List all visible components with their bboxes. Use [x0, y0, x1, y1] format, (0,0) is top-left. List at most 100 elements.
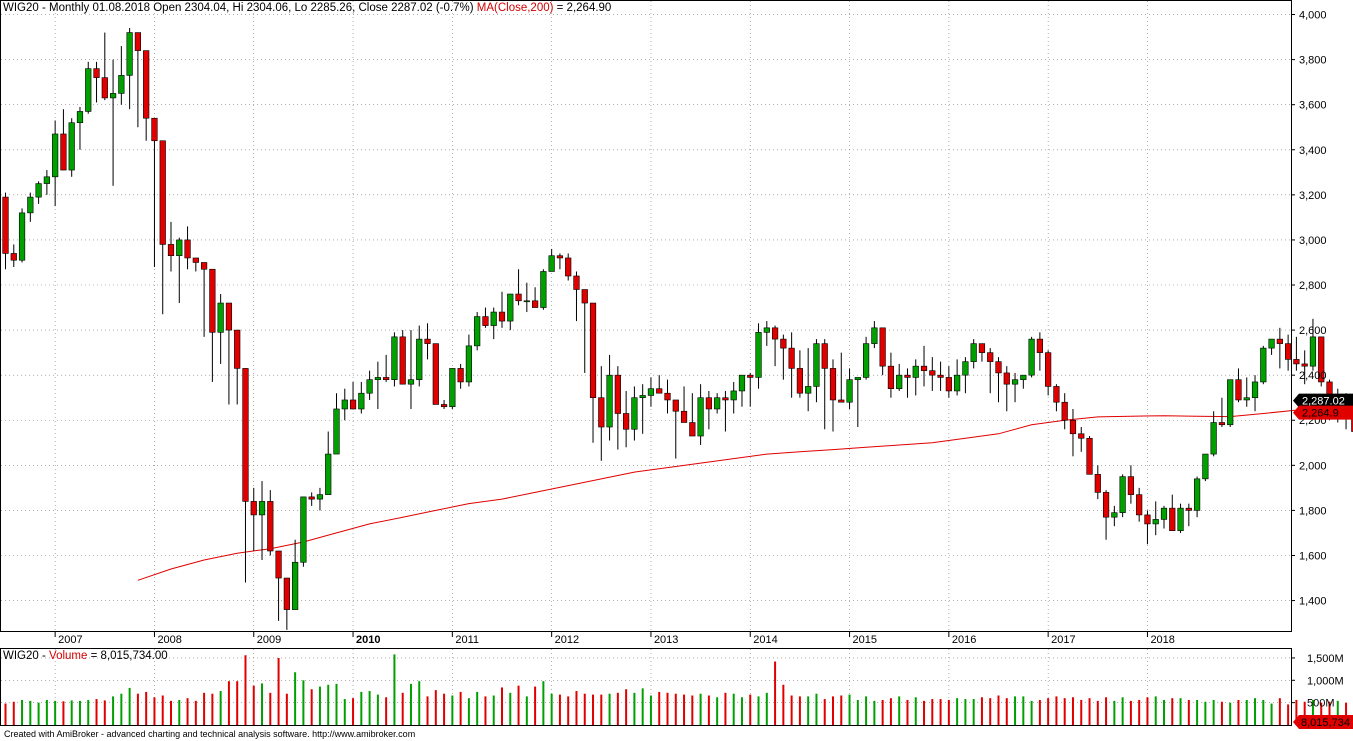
volume-value-box [1293, 715, 1353, 729]
candle-body [1111, 512, 1118, 518]
candle-body [978, 343, 986, 353]
candle-body [18, 212, 26, 261]
candle-body [1078, 433, 1085, 439]
symbol-label: WIG20 [3, 2, 39, 14]
candle-body [1194, 478, 1201, 511]
candle-body [937, 374, 944, 378]
candle-body [540, 271, 547, 308]
candle-body [515, 293, 522, 302]
ma-value-box [1293, 405, 1353, 420]
candle-body [912, 365, 919, 378]
candle-body [623, 413, 630, 430]
candle-body [589, 302, 597, 399]
candle-body [598, 397, 605, 428]
candle-body [1309, 336, 1317, 367]
candle-body [581, 289, 588, 304]
candle-body [1260, 347, 1267, 383]
quote-info: - Monthly 01.08.2018 Open 2304.04, Hi 23… [38, 2, 477, 14]
candle-body [374, 377, 381, 380]
candle-body [763, 327, 770, 333]
candle-body [258, 501, 266, 516]
candle-body [366, 379, 373, 394]
candle-body [159, 140, 166, 245]
price-tick-label: 1,400 [1299, 596, 1327, 608]
candle-body [76, 111, 84, 124]
candle-body [109, 93, 117, 99]
candle-body [631, 397, 638, 430]
ma-value: = 2,264.90 [553, 2, 612, 14]
candle-body [821, 343, 828, 369]
candle-body [788, 347, 795, 369]
candle-body [796, 368, 803, 394]
ma200-line [137, 405, 1330, 581]
candle-body [755, 332, 762, 378]
year-label: 2012 [555, 634, 579, 646]
candle-body [60, 133, 67, 171]
candle-body [143, 50, 150, 119]
candle-body [465, 345, 473, 383]
candle-body [449, 368, 456, 408]
candle-body [267, 501, 274, 552]
candle-body [1144, 514, 1151, 525]
candle-body [43, 176, 50, 184]
year-label: 2014 [753, 634, 777, 646]
candle-body [399, 336, 406, 385]
price-tick-label: 3,800 [1299, 55, 1327, 67]
candle-body [275, 550, 282, 579]
moving-average-line [137, 405, 1330, 581]
candle-body [341, 399, 348, 410]
candle-body [358, 392, 365, 410]
candle-body [68, 122, 75, 171]
candle-body [10, 253, 17, 261]
axes: 1,4001,6001,8002,0002,2002,4002,6002,800… [54, 10, 1353, 729]
candle-body [1102, 492, 1110, 518]
price-tick-label: 3,400 [1299, 145, 1327, 157]
year-label: 2018 [1150, 634, 1174, 646]
candle-body [1053, 386, 1060, 403]
candle-body [565, 257, 572, 277]
candle-body [283, 577, 290, 610]
candle-body [1011, 379, 1019, 385]
candle-body [432, 343, 439, 405]
price-tick-label: 4,000 [1299, 10, 1327, 22]
candle-body [614, 374, 621, 414]
candle-body [27, 196, 34, 214]
candle-body [929, 370, 936, 376]
candle-body [1185, 507, 1192, 511]
candle-body [1061, 401, 1068, 421]
price-tick-label: 3,600 [1299, 100, 1327, 112]
candle-body [234, 329, 241, 369]
candle-body [482, 316, 489, 326]
price-tick-label: 3,200 [1299, 190, 1327, 202]
volume-bars [4, 654, 1348, 725]
year-label: 2017 [1051, 634, 1075, 646]
candle-body [1276, 338, 1283, 344]
candle-body [85, 68, 92, 112]
candle-body [962, 361, 969, 376]
candle-body [1069, 419, 1077, 435]
year-label: 2013 [654, 634, 678, 646]
candle-body [1202, 453, 1209, 480]
candle-body [93, 68, 100, 78]
year-label: 2010 [356, 634, 380, 646]
candle-body [531, 300, 539, 308]
candle-body [871, 327, 878, 344]
candle-body [1160, 507, 1168, 520]
candle-body [838, 399, 845, 403]
year-label: 2008 [157, 634, 181, 646]
candle-body [118, 75, 125, 94]
candle-body [780, 338, 787, 349]
candle-body [325, 453, 332, 495]
volume-tick-label: 1,000M [1307, 675, 1344, 687]
candle-body [846, 379, 853, 403]
candle-body [300, 496, 307, 563]
ma-value-label: 2,264.9 [1302, 408, 1339, 420]
candle-body [1045, 352, 1052, 387]
price-tick-label: 2,600 [1299, 325, 1327, 337]
candle-body [813, 343, 820, 387]
candle-body [35, 183, 42, 198]
candle-body [416, 338, 423, 380]
last-close-box [1293, 393, 1353, 408]
candle-body [424, 338, 431, 344]
